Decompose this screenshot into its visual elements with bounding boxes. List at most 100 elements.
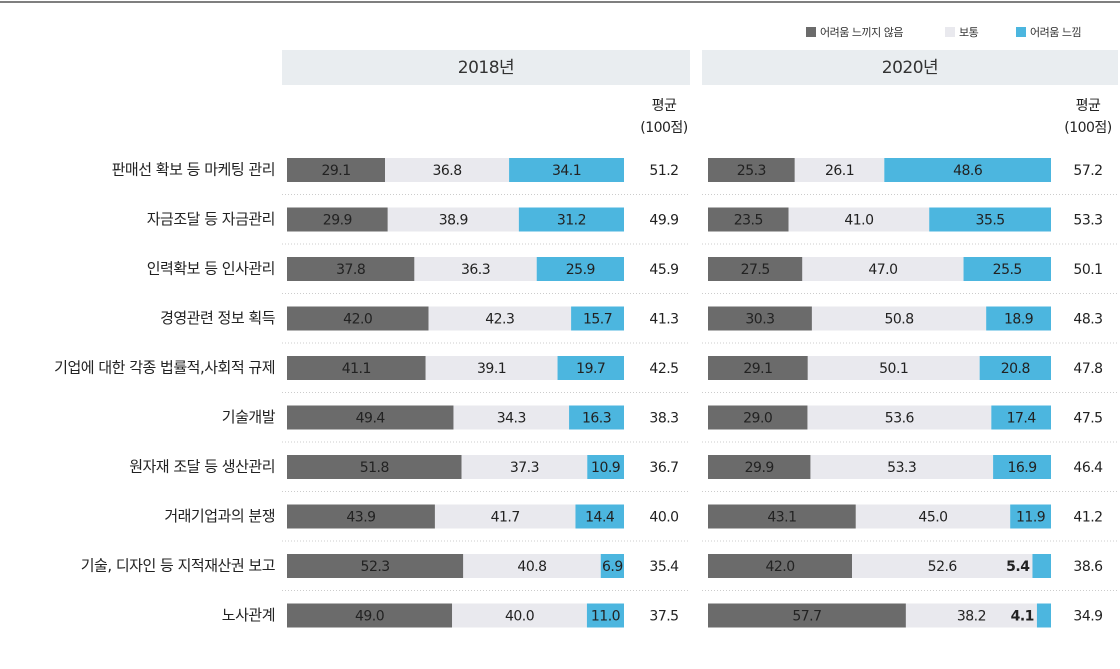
average-value: 46.4 [1073,460,1103,476]
bar-segment [569,405,624,430]
average-header: 평균 [652,98,677,114]
bar-segment [1010,504,1051,529]
value-label: 25.5 [993,262,1022,278]
value-label: 40.0 [505,609,534,625]
bar-segment [587,455,624,479]
bar-segment [794,158,885,182]
average-value: 50.1 [1073,262,1102,278]
bar-segment [979,356,1051,380]
bar-segment [810,455,994,479]
bar-segment [807,405,992,430]
value-label: 49.0 [355,609,384,625]
average-value: 38.3 [649,411,678,427]
average-value: 34.9 [1073,609,1102,625]
bar-segment [287,455,462,479]
value-label: 14.4 [585,510,615,526]
average-value: 38.6 [1073,559,1103,575]
value-label: 51.8 [360,460,389,476]
panel-header [702,50,1118,85]
bar-segment [575,504,624,529]
value-label: 29.1 [321,163,350,179]
value-label: 16.9 [1007,460,1036,476]
value-label: 41.7 [491,510,520,526]
value-label: 11.9 [1016,510,1045,526]
category-label: 판매선 확보 등 마케팅 관리 [112,161,275,179]
average-value: 35.4 [649,559,679,575]
bar-segment [434,504,576,529]
bar-segment [536,257,624,281]
bar-segment [807,356,980,380]
bar-segment [571,306,624,331]
value-label: 15.7 [583,312,612,328]
category-label: 기술, 디자인 등 지적재산권 보고 [81,557,275,575]
bar-segment [708,158,795,182]
average-value: 40.0 [649,510,678,526]
value-label: 52.6 [928,559,958,575]
bar-segment [905,603,1037,628]
bar-segment [452,603,587,628]
category-label: 거래기업과의 분쟁 [164,507,275,525]
value-label: 38.9 [439,213,468,229]
bar-segment [287,158,386,182]
bar-segment [884,158,1051,182]
value-label: 29.1 [743,361,772,377]
average-value: 53.3 [1073,213,1102,229]
bar-segment [287,356,426,380]
bar-segment [708,554,853,578]
average-value: 48.3 [1073,312,1102,328]
value-label: 45.0 [918,510,947,526]
value-label: 53.3 [887,460,916,476]
value-label: 43.9 [346,510,375,526]
legend-swatch [806,27,816,37]
average-value: 49.9 [649,213,678,229]
value-label: 25.9 [566,262,595,278]
value-label: 17.4 [1007,411,1037,427]
bar-segment [387,207,519,232]
value-label: 42.3 [485,312,514,328]
value-label: 27.5 [741,262,770,278]
bar-segment [708,455,811,479]
value-label: 49.4 [356,411,386,427]
average-header: 평균 [1076,98,1101,114]
value-label: 11.0 [591,609,620,625]
value-label: 53.6 [885,411,915,427]
legend-label: 보통 [959,26,979,39]
bar-segment [1032,554,1051,578]
bar-segment [788,207,930,232]
panel-title: 2020년 [882,58,938,78]
legend-swatch [1016,27,1026,37]
value-label: 42.0 [765,559,794,575]
category-label: 기업에 대한 각종 법률적,사회적 규제 [54,359,275,377]
value-label: 41.1 [342,361,371,377]
average-value: 41.2 [1073,510,1102,526]
value-label: 52.3 [361,559,390,575]
value-label: 4.1 [1011,609,1034,625]
value-label: 37.8 [336,262,365,278]
value-label: 19.7 [576,361,605,377]
bar-segment [963,257,1051,281]
bar-segment [287,504,435,529]
bar-segment [708,306,812,331]
bar-segment [428,306,572,331]
value-label: 50.1 [879,361,908,377]
bar-segment [287,306,429,331]
value-label: 26.1 [825,163,854,179]
bar-segment [708,504,856,529]
value-label: 38.2 [957,609,986,625]
bar-segment [708,356,808,380]
average-value: 41.3 [649,312,678,328]
bar-segment [986,306,1051,331]
bar-segment [287,207,388,232]
bar-segment [811,306,987,331]
legend-label: 어려움 느낌 [1030,26,1081,39]
bar-segment [453,405,570,430]
average-value: 47.8 [1073,361,1102,377]
average-value: 37.5 [649,609,678,625]
bar-segment [518,207,624,232]
bar-segment [287,554,464,578]
value-label: 25.3 [737,163,766,179]
bar-segment [708,603,906,628]
value-label: 50.8 [884,312,913,328]
value-label: 36.8 [432,163,461,179]
